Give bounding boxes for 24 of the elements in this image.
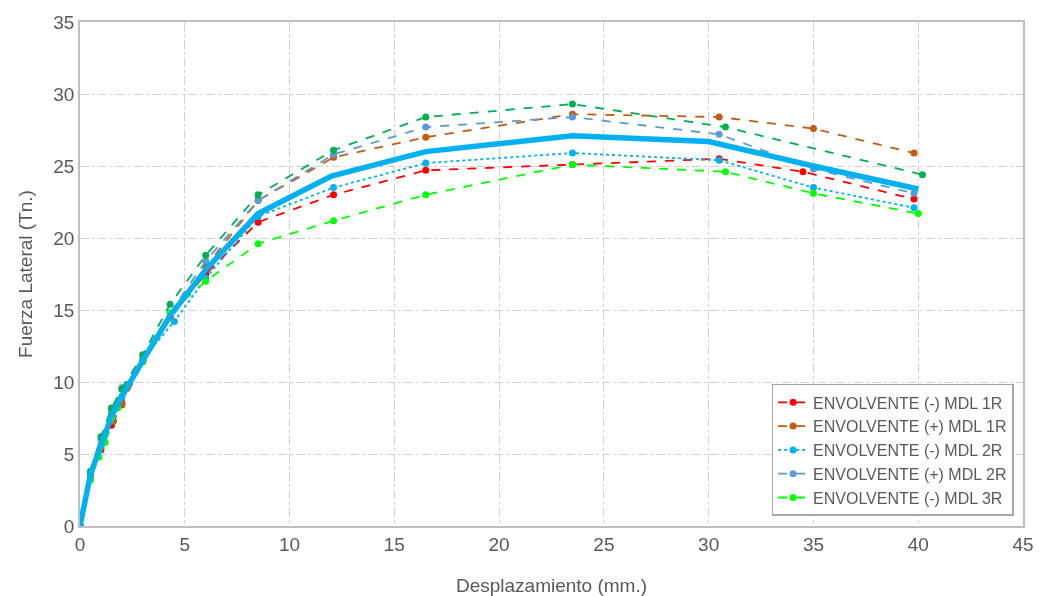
x-tick-label: 15	[383, 533, 405, 555]
x-tick-label: 35	[802, 533, 825, 555]
x-tick-label: 10	[278, 533, 301, 555]
y-tick-label: 20	[53, 227, 75, 249]
y-tick-label: 10	[53, 371, 75, 393]
x-tick-label: 25	[593, 533, 615, 555]
y-tick-label: 0	[63, 515, 75, 537]
y-tick-label: 30	[53, 83, 75, 105]
y-tick-label: 5	[63, 443, 75, 465]
y-tick-label: 35	[53, 11, 75, 33]
y-axis-title: Fuerza Lateral (Tn.)	[14, 190, 36, 358]
x-axis-title: Desplazamiento (mm.)	[455, 575, 648, 596]
legend-label: ENVOLVENTE (-) MDL 3R	[813, 489, 1003, 507]
legend-label: ENVOLVENTE (+) MDL 1R	[813, 418, 1007, 436]
legend-label: ENVOLVENTE (-) MDL 2R	[813, 442, 1003, 460]
x-tick-label: 45	[1012, 533, 1034, 555]
y-tick-label: 15	[53, 299, 75, 321]
x-tick-label: 40	[907, 533, 929, 555]
y-tick-label: 25	[53, 155, 75, 177]
legend-label: ENVOLVENTE (+) MDL 2R	[813, 465, 1007, 483]
x-tick-label: 5	[179, 533, 191, 555]
x-tick-label: 20	[488, 533, 510, 555]
legend-label: ENVOLVENTE (-) MDL 1R	[813, 394, 1003, 412]
x-tick-label: 30	[698, 533, 720, 555]
